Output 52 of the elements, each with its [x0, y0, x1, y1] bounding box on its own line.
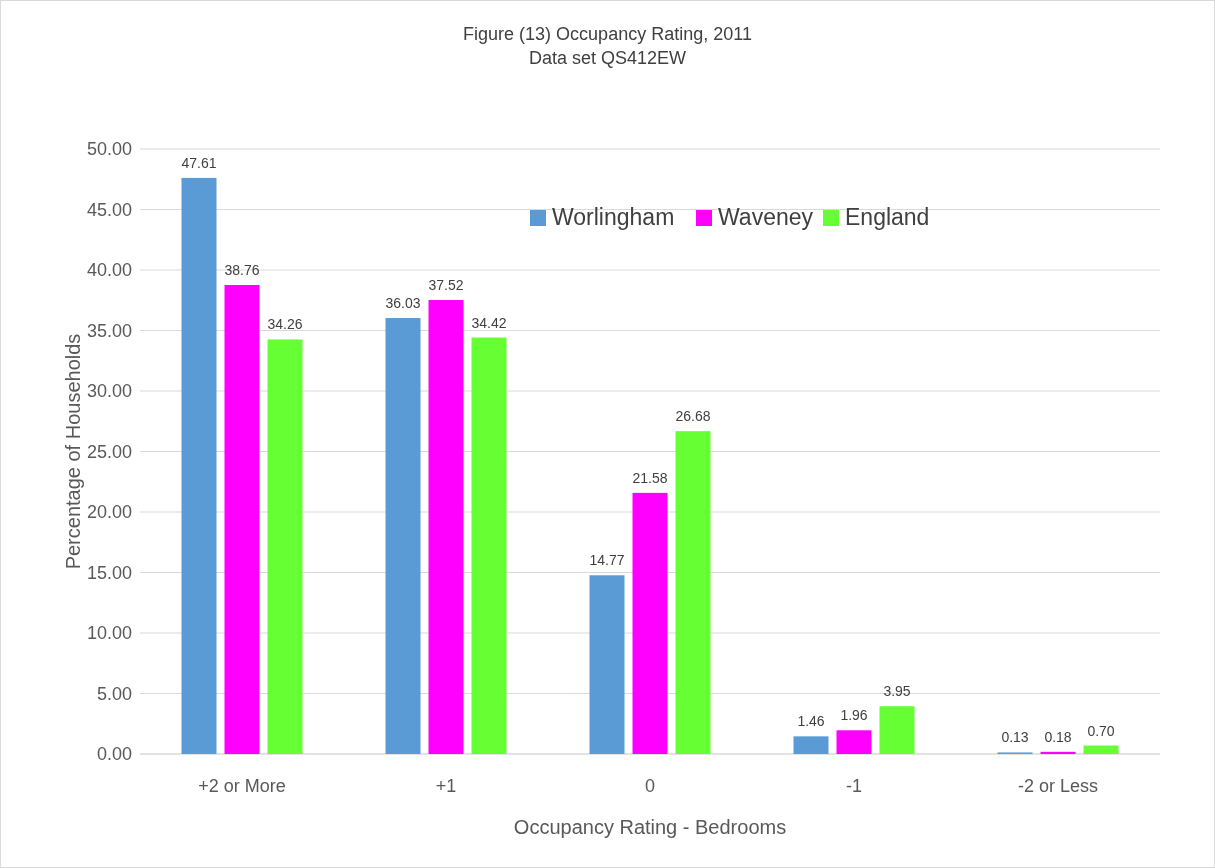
bar	[1040, 751, 1076, 754]
data-label: 34.42	[471, 314, 507, 331]
bar	[471, 337, 507, 754]
x-tick-label: -1	[845, 776, 863, 796]
legend-label: England	[845, 204, 930, 230]
bar	[879, 706, 915, 754]
bar	[675, 431, 711, 754]
legend-label: Worlingham	[552, 204, 675, 230]
x-axis-title: Occupancy Rating - Bedrooms	[513, 816, 787, 838]
bar	[181, 177, 217, 754]
y-tick-label: 30.00	[86, 381, 132, 401]
data-label: 1.46	[797, 713, 825, 730]
y-tick-label: 50.00	[86, 139, 132, 159]
data-label: 21.58	[632, 469, 668, 486]
bar	[632, 492, 668, 754]
data-label: 0.13	[1001, 729, 1029, 746]
data-label: 3.95	[883, 683, 911, 700]
legend-label: Waveney	[718, 204, 814, 230]
data-label: 34.26	[267, 316, 303, 333]
data-label: 0.18	[1044, 728, 1072, 745]
chart-title: Figure (13) Occupancy Rating, 2011	[463, 24, 752, 44]
bar	[1083, 745, 1119, 754]
bar	[836, 730, 872, 754]
y-tick-label: 10.00	[86, 623, 132, 643]
data-label: 47.61	[181, 154, 217, 171]
bar	[589, 575, 625, 754]
x-tick-label: +2 or More	[198, 776, 286, 796]
y-tick-label: 45.00	[86, 199, 132, 220]
y-tick-label: 0.00	[96, 744, 132, 764]
chart-subtitle: Data set QS412EW	[528, 48, 687, 68]
data-label: 14.77	[589, 552, 625, 569]
data-label: 38.76	[224, 262, 260, 278]
bar	[385, 318, 421, 754]
x-tick-label: +1	[435, 776, 457, 796]
y-tick-label: 25.00	[86, 441, 132, 462]
y-tick-label: 40.00	[86, 260, 132, 280]
data-label: 1.96	[840, 707, 868, 724]
y-tick-label: 5.00	[96, 683, 132, 704]
bar	[267, 339, 303, 754]
y-tick-label: 35.00	[86, 320, 132, 341]
data-label: 26.68	[675, 408, 711, 425]
data-label: 36.03	[385, 295, 421, 312]
y-tick-label: 15.00	[86, 562, 132, 583]
bar	[793, 736, 829, 754]
y-axis-title: Percentage of Households	[62, 333, 84, 570]
y-tick-label: 20.00	[86, 502, 132, 522]
data-label: 0.70	[1087, 722, 1115, 739]
bar	[428, 300, 464, 754]
data-label: 37.52	[428, 277, 464, 294]
x-tick-label: 0	[644, 776, 656, 796]
bar	[224, 285, 260, 754]
x-tick-label: -2 or Less	[1017, 776, 1099, 796]
